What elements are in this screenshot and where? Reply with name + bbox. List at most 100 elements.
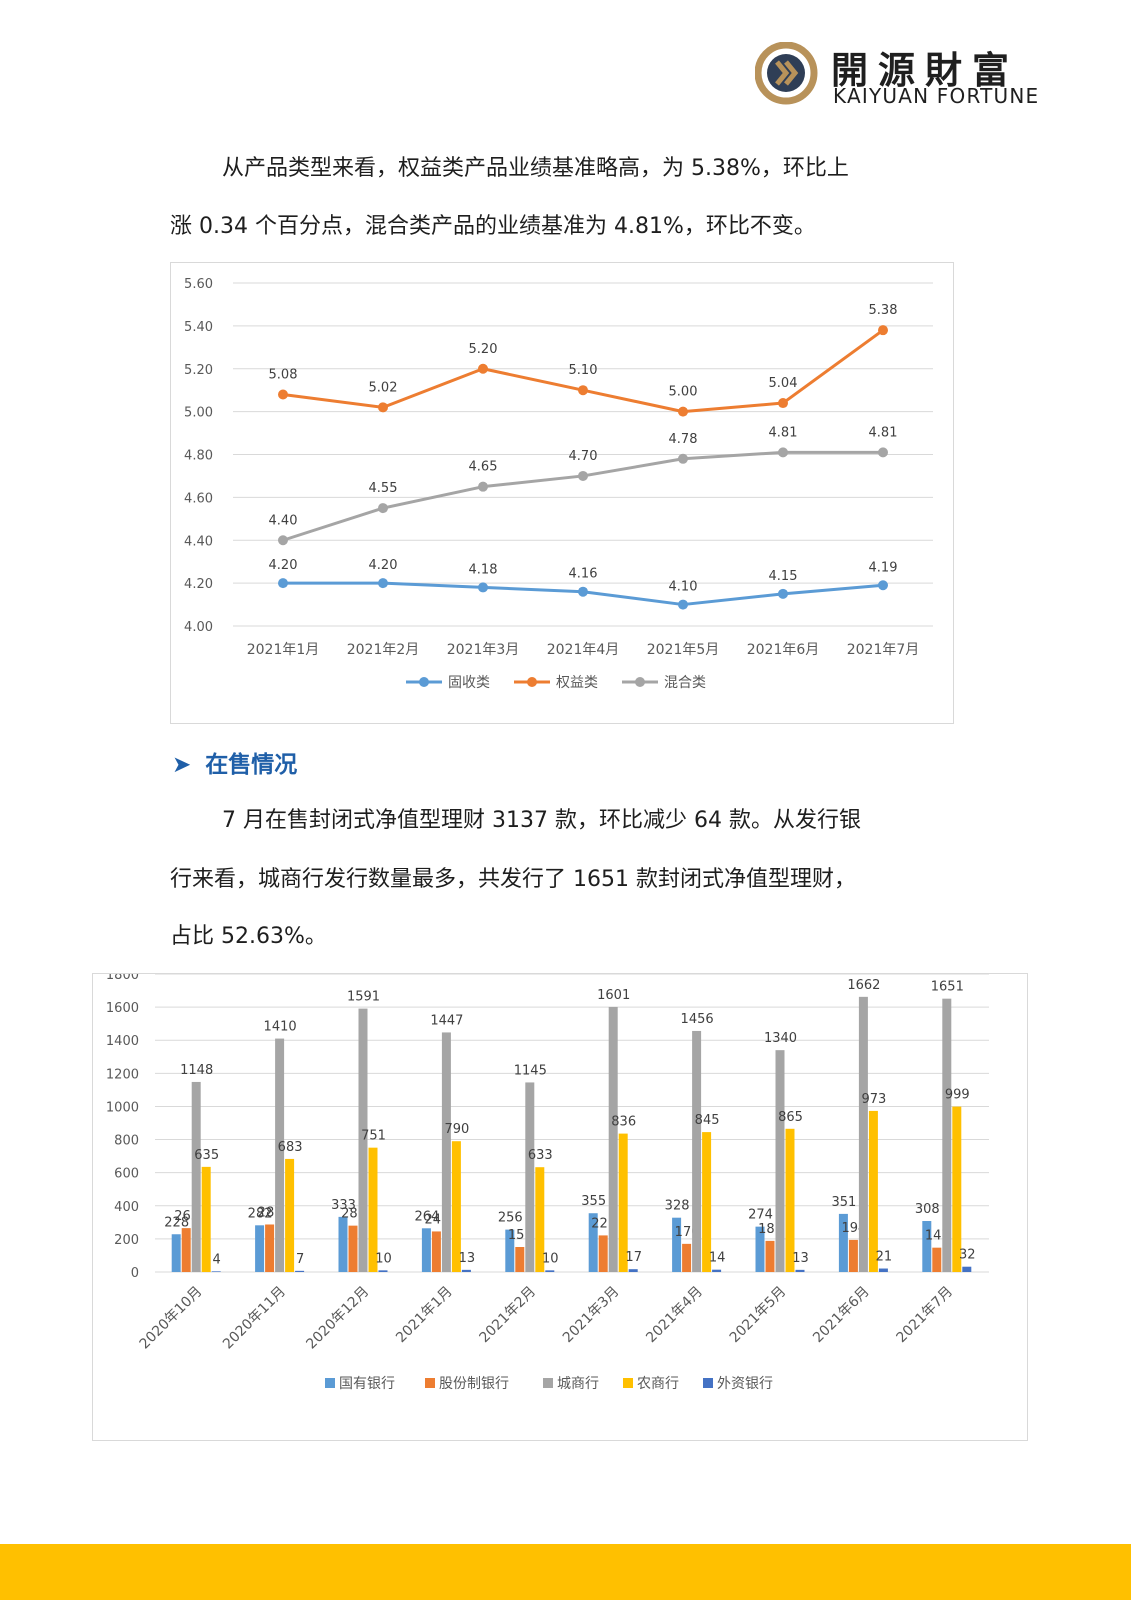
x-tick-label: 2021年5月 <box>727 1284 790 1347</box>
legend-label: 城商行 <box>557 1376 599 1392</box>
data-point <box>378 578 388 589</box>
data-label: 308 <box>915 1202 940 1217</box>
bar <box>535 1167 545 1272</box>
data-label: 4.81 <box>869 425 898 440</box>
logo-mark-icon <box>754 41 818 105</box>
bar <box>285 1158 295 1272</box>
arrow-bullet-icon: ➤ <box>172 752 192 778</box>
logo-chinese-name: 開源財富 <box>831 49 1019 92</box>
bar <box>922 1221 932 1272</box>
x-tick-label: 2021年1月 <box>247 642 320 658</box>
data-label: 845 <box>695 1113 720 1128</box>
data-point <box>278 578 288 589</box>
data-label: 10 <box>542 1251 559 1266</box>
data-point <box>478 363 488 374</box>
y-tick-label: 800 <box>114 1134 139 1149</box>
x-tick-label: 2021年6月 <box>810 1284 873 1347</box>
data-label: 351 <box>831 1195 856 1210</box>
y-tick-label: 0 <box>131 1266 139 1281</box>
bar <box>755 1226 765 1272</box>
bar <box>795 1269 805 1272</box>
data-point <box>478 582 488 593</box>
legend-marker <box>635 677 645 687</box>
data-label: 17 <box>625 1250 642 1265</box>
y-tick-label: 5.60 <box>184 277 213 292</box>
data-label: 14 <box>709 1251 726 1266</box>
data-point <box>278 389 288 400</box>
data-label: 4 <box>213 1252 221 1267</box>
bar <box>358 1008 368 1272</box>
data-point <box>578 470 588 481</box>
bar <box>692 1030 702 1272</box>
bar <box>848 1239 858 1272</box>
paragraph-line: 行来看，城商行发行数量最多，共发行了 1651 款封闭式净值型理财， <box>170 867 856 892</box>
data-point <box>878 447 888 458</box>
x-tick-label: 2021年7月 <box>894 1284 957 1347</box>
x-tick-label: 2020年12月 <box>303 1284 372 1353</box>
bar <box>838 1213 848 1272</box>
data-label: 328 <box>665 1199 690 1214</box>
paragraph-line: 7 月在售封闭式净值型理财 3137 款，环比减少 64 款。从发行银 <box>222 808 861 833</box>
data-point <box>678 599 688 610</box>
data-label: 13 <box>792 1251 809 1266</box>
data-point <box>578 586 588 597</box>
y-tick-label: 400 <box>114 1200 139 1215</box>
y-tick-label: 4.00 <box>184 620 213 635</box>
footer-band <box>0 1544 1131 1600</box>
y-tick-label: 4.60 <box>184 491 213 506</box>
data-label: 264 <box>414 1209 439 1224</box>
data-label: 1651 <box>931 980 964 995</box>
data-point <box>778 447 788 458</box>
legend-label: 混合类 <box>664 675 706 691</box>
bar <box>171 1234 181 1272</box>
data-label: 1591 <box>347 990 380 1005</box>
data-label: 5.38 <box>869 303 898 318</box>
bar-chart: 0200400600800100012001400160018002282651… <box>106 968 989 1392</box>
data-label: 13 <box>459 1251 476 1266</box>
section-title: 在售情况 <box>205 752 298 778</box>
bar <box>608 1006 618 1272</box>
bar <box>932 1247 942 1272</box>
data-label: 1601 <box>597 988 630 1003</box>
data-label: 1148 <box>180 1063 213 1078</box>
data-label: 1456 <box>681 1012 714 1027</box>
data-label: 1662 <box>847 978 880 993</box>
data-label: 21 <box>876 1250 893 1265</box>
data-label: 32 <box>959 1248 976 1263</box>
bar <box>712 1269 722 1272</box>
data-label: 10 <box>375 1251 392 1266</box>
data-label: 751 <box>361 1129 386 1144</box>
data-label: 4.70 <box>569 449 598 464</box>
x-tick-label: 2020年10月 <box>137 1284 206 1353</box>
x-tick-label: 2021年6月 <box>747 642 820 658</box>
data-point <box>378 503 388 514</box>
bar <box>441 1032 451 1272</box>
bar <box>275 1038 285 1272</box>
x-tick-label: 2021年3月 <box>560 1284 623 1347</box>
bar <box>878 1268 888 1272</box>
bar <box>421 1228 431 1272</box>
x-tick-label: 2020年11月 <box>220 1284 289 1353</box>
bar <box>545 1270 555 1272</box>
y-tick-label: 1600 <box>106 1001 139 1016</box>
legend-swatch <box>425 1378 435 1388</box>
data-label: 1410 <box>264 1020 297 1035</box>
bar <box>525 1082 535 1272</box>
y-tick-label: 600 <box>114 1167 139 1182</box>
y-tick-label: 4.40 <box>184 534 213 549</box>
data-label: 683 <box>278 1140 303 1155</box>
bar <box>505 1229 515 1272</box>
data-label: 5.10 <box>569 363 598 378</box>
y-tick-label: 5.00 <box>184 406 213 421</box>
bar <box>785 1128 795 1272</box>
y-tick-label: 200 <box>114 1233 139 1248</box>
x-tick-label: 2021年7月 <box>847 642 920 658</box>
data-point <box>578 385 588 396</box>
data-label: 4.18 <box>469 562 498 577</box>
data-label: 4.16 <box>569 567 598 582</box>
data-label: 865 <box>778 1110 803 1125</box>
legend-label: 股份制银行 <box>439 1376 509 1392</box>
bar <box>618 1133 628 1272</box>
bar <box>451 1141 461 1272</box>
data-label: 790 <box>444 1122 469 1137</box>
